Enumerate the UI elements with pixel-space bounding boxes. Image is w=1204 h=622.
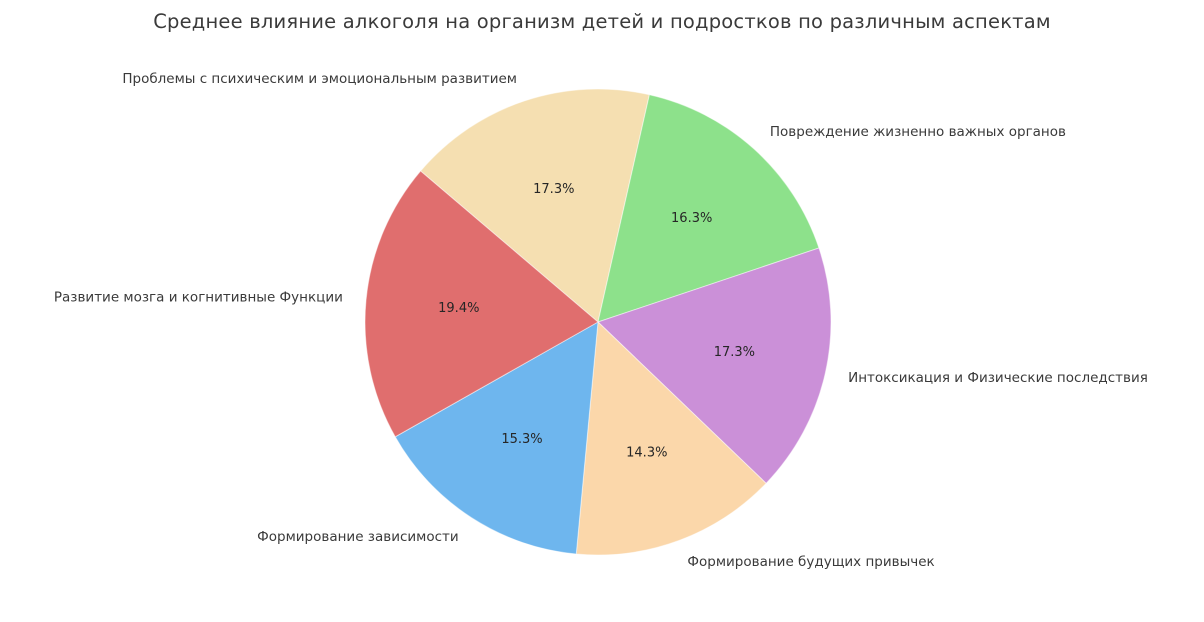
pie-slice-4	[394, 321, 599, 555]
slice-outer-label-2: Интоксикация и Физические последствия	[848, 370, 1148, 386]
slice-outer-label-3: Формирование будущих привычек	[687, 554, 934, 570]
slice-percent-label-5: 19.4%	[438, 301, 479, 316]
pie-slice-1	[597, 94, 820, 323]
pie-slice-3	[575, 320, 767, 556]
slice-outer-label-1: Повреждение жизненно важных органов	[770, 124, 1066, 140]
slice-percent-label-2: 17.3%	[714, 345, 755, 360]
slice-outer-label-0: Проблемы с психическим и эмоциональным р…	[122, 71, 517, 87]
slice-outer-label-4: Формирование зависимости	[257, 529, 459, 545]
slice-percent-label-1: 16.3%	[671, 211, 712, 226]
pie-slice-2	[597, 247, 832, 485]
slice-percent-label-0: 17.3%	[533, 182, 574, 197]
pie-slice-0	[419, 88, 650, 323]
pie-slice-5	[364, 170, 599, 438]
chart-title: Среднее влияние алкоголя на организм дет…	[153, 10, 1051, 33]
slice-percent-label-4: 15.3%	[501, 432, 542, 447]
slice-percent-label-3: 14.3%	[626, 446, 667, 461]
slice-outer-label-5: Развитие мозга и когнитивные Функции	[54, 290, 343, 306]
